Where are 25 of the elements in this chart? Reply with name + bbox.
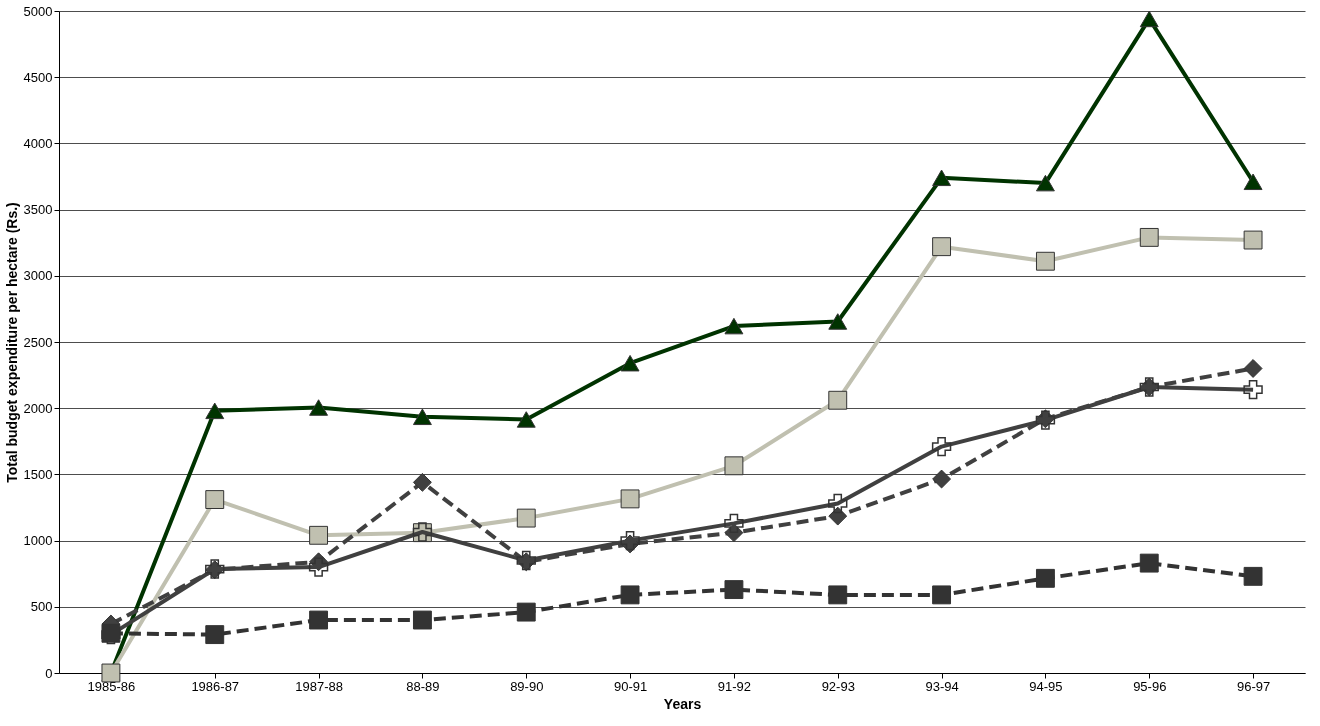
x-tick-label: 90-91 <box>613 678 648 694</box>
x-tick-label: 92-93 <box>821 678 855 694</box>
x-tick-label: 1985-86 <box>87 678 136 694</box>
y-tick-label: 4500 <box>23 69 53 85</box>
y-axis-title: Total budget expenditure per hectare (Rs.) <box>3 202 20 483</box>
x-tick-label: 88-89 <box>406 678 440 694</box>
y-tick-label: 2500 <box>23 334 53 350</box>
x-tick-label: 95-96 <box>1133 678 1167 694</box>
y-tick-label: 500 <box>30 599 53 615</box>
x-tick-label: 1987-88 <box>295 678 343 694</box>
x-tick-label: 96-97 <box>1236 678 1271 694</box>
y-tick-label: 5000 <box>23 3 53 19</box>
x-tick-label: 89-90 <box>510 678 544 694</box>
x-tick-label: 1986-87 <box>191 678 240 694</box>
y-tick-label: 3000 <box>23 268 53 284</box>
x-tick-label: 91-92 <box>717 678 752 694</box>
x-axis-title: Years <box>663 695 702 712</box>
y-tick-label: 1500 <box>23 466 53 482</box>
y-tick-label: 3500 <box>23 202 53 218</box>
y-tick-label: 1000 <box>23 533 53 549</box>
y-tick-label: 4000 <box>23 135 53 151</box>
x-tick-label: 94-95 <box>1029 678 1063 694</box>
y-tick-label: 2000 <box>23 400 53 416</box>
x-tick-label: 93-94 <box>925 678 959 694</box>
y-tick-label: 0 <box>45 665 53 681</box>
